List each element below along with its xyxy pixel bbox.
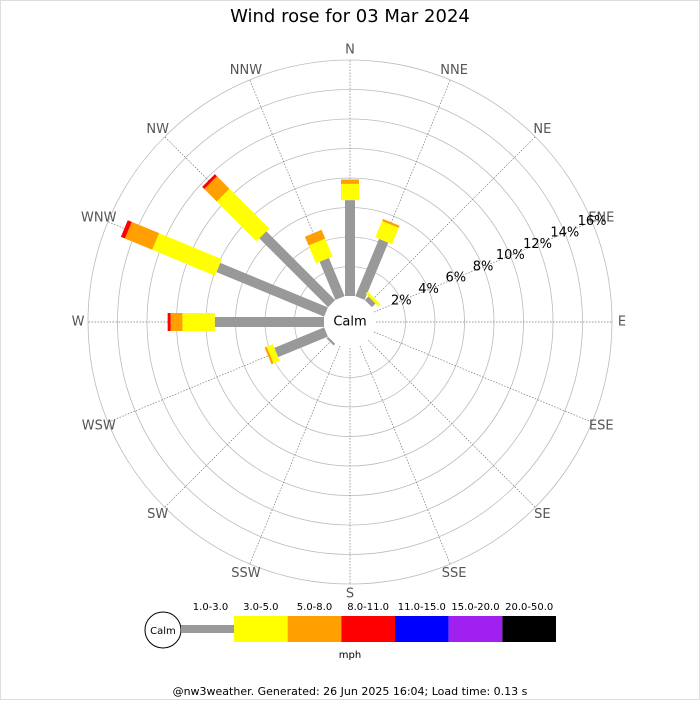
- legend-label: 3.0-5.0: [243, 602, 278, 613]
- chart-title: Wind rose for 03 Mar 2024: [230, 6, 470, 27]
- r-tick-label: 12%: [523, 237, 552, 252]
- direction-label: ENE: [588, 210, 614, 225]
- wind-segment: [216, 188, 270, 242]
- direction-label: W: [72, 315, 85, 330]
- wind-segment: [364, 296, 376, 308]
- r-tick-label: 14%: [550, 226, 579, 241]
- legend-calm-label: Calm: [150, 626, 176, 637]
- legend-label: 11.0-15.0: [398, 602, 446, 613]
- direction-label: E: [618, 315, 626, 330]
- wind-segment: [120, 220, 132, 239]
- spoke: [373, 331, 593, 423]
- footer: @nw3weather. Generated: 26 Jun 2025 16:0…: [173, 685, 528, 698]
- rose: N NNE NE ENE E ESE SE SSE S SSW SW WSW W WNW NW NNW 2% 4%…: [72, 43, 627, 602]
- spoke: [368, 136, 536, 304]
- ring: [87, 59, 613, 585]
- legend-label: 5.0-8.0: [297, 602, 332, 613]
- r-tick-label: 16%: [578, 214, 607, 229]
- legend-unit: mph: [339, 650, 361, 661]
- legend-swatch: [287, 616, 342, 642]
- direction-label: SSW: [231, 566, 261, 581]
- calm-label: Calm: [333, 315, 366, 330]
- direction-label: WSW: [82, 419, 116, 434]
- r-tick-label: 2%: [391, 293, 412, 308]
- wind-segment: [355, 238, 389, 300]
- legend-swatch: [502, 616, 556, 642]
- direction-label: SSE: [442, 566, 467, 581]
- legend-swatch: [234, 616, 288, 642]
- spoke: [249, 345, 341, 565]
- wind-segment: [266, 344, 280, 364]
- legend-swatch: [395, 616, 449, 642]
- direction-label: SE: [534, 507, 550, 522]
- legend-swatch: [448, 616, 503, 642]
- wind-segment: [345, 200, 355, 296]
- wind-segment: [182, 313, 215, 331]
- legend-swatch: [341, 616, 395, 642]
- wind-segment: [375, 220, 399, 245]
- direction-label: NW: [146, 122, 169, 137]
- wind-segment: [365, 291, 381, 307]
- r-tick-label: 8%: [473, 259, 494, 274]
- wind-segment: [264, 346, 274, 365]
- wind-segment: [319, 257, 345, 300]
- legend-label: 1.0-3.0: [193, 602, 228, 613]
- wind-segment: [124, 221, 160, 250]
- wind-segment: [152, 233, 222, 276]
- wind-segment: [216, 262, 328, 317]
- wind-segment: [382, 218, 400, 228]
- direction-label: WNW: [81, 210, 117, 225]
- wind-segment: [326, 336, 336, 346]
- spoke: [164, 340, 332, 508]
- wind-segment: [341, 179, 359, 184]
- direction-label: SW: [147, 507, 168, 522]
- wind-segment: [214, 317, 324, 327]
- wind-segment: [167, 313, 171, 331]
- direction-label: N: [345, 43, 355, 58]
- wind-segment: [204, 176, 230, 202]
- wind-segment: [274, 327, 328, 358]
- spoke: [359, 345, 451, 565]
- legend-label: 8.0-11.0: [347, 602, 389, 613]
- calm-circle: [325, 297, 375, 347]
- spoke: [373, 221, 593, 313]
- direction-label: ESE: [589, 419, 614, 434]
- direction-label: NNW: [230, 63, 262, 78]
- spoke: [368, 340, 536, 508]
- legend: Calm 1.0-3.0 3.0-5.0 5.0-8.0 8.0-11.0 11.0-15…: [144, 602, 556, 661]
- ring: [117, 89, 583, 555]
- wind-segment: [202, 174, 217, 189]
- r-tick-label: 10%: [496, 248, 525, 263]
- direction-label: NE: [533, 122, 551, 137]
- wind-segment: [308, 238, 333, 264]
- legend-label: 15.0-20.0: [451, 602, 499, 613]
- wind-segment: [304, 229, 326, 246]
- direction-label: S: [346, 587, 354, 602]
- wind-segment: [259, 231, 336, 308]
- direction-label: NNE: [440, 63, 468, 78]
- legend-swatch: [181, 625, 234, 633]
- wind-segment: [170, 313, 183, 331]
- legend-label: 20.0-50.0: [505, 602, 553, 613]
- r-tick-label: 4%: [418, 282, 439, 297]
- wind-segment: [341, 183, 359, 201]
- r-tick-label: 6%: [445, 271, 466, 286]
